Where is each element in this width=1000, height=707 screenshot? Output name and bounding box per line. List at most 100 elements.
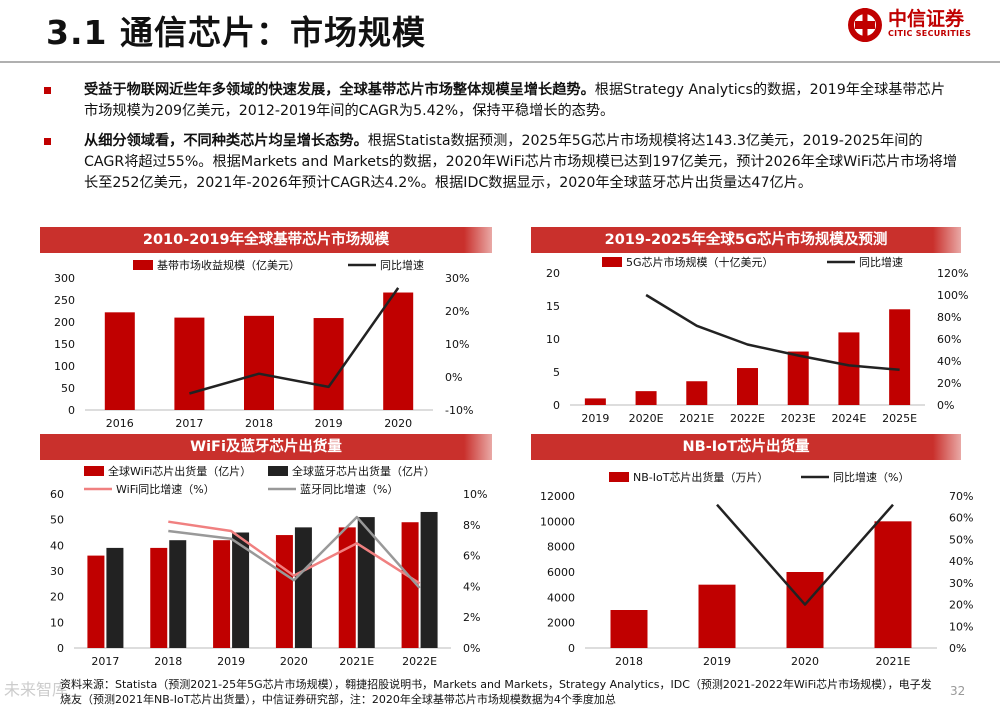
left-axis-tick-label: 10000 <box>540 515 575 528</box>
left-axis-tick-label: 12000 <box>540 490 575 503</box>
x-axis-category-label: 2019 <box>581 412 609 425</box>
series-line <box>168 515 421 589</box>
right-axis-tick-label: 0% <box>949 642 966 655</box>
bar <box>635 391 657 405</box>
left-axis-tick-label: 200 <box>54 316 75 329</box>
bullet-square-icon <box>44 87 51 94</box>
logo-cn-text: 中信证券 <box>888 8 965 30</box>
x-axis-category-label: 2016 <box>106 417 134 430</box>
series-line <box>716 503 894 606</box>
right-axis-tick-label: 60% <box>949 512 973 525</box>
right-axis-tick-label: 0% <box>445 371 462 384</box>
page-title: 3.1 通信芯片：市场规模 <box>46 13 426 52</box>
left-axis-tick-label: 20 <box>50 591 64 604</box>
series-line <box>645 293 900 372</box>
bar <box>338 527 356 648</box>
bar <box>357 517 375 648</box>
x-axis-category-label: 2020E <box>629 412 664 425</box>
right-axis-tick-label: -10% <box>445 404 473 417</box>
x-axis-category-label: 2020 <box>384 417 412 430</box>
right-axis-tick-label: 0% <box>463 642 480 655</box>
x-axis-category-label: 2025E <box>882 412 917 425</box>
bar <box>786 572 824 648</box>
right-axis-tick-label: 80% <box>937 311 961 324</box>
series-line <box>189 287 400 395</box>
left-axis-tick-label: 0 <box>57 642 64 655</box>
x-axis-category-label: 2022E <box>730 412 765 425</box>
bar <box>889 309 911 405</box>
right-axis-tick-label: 40% <box>949 555 973 568</box>
bullet-1-text: 根据Strategy Analytics的数据，2019年全球基带芯片市场规模为… <box>84 82 946 119</box>
right-axis-tick-label: 30% <box>949 577 973 590</box>
x-axis-category-label: 2018 <box>615 655 643 668</box>
header-divider <box>0 61 1000 63</box>
bar <box>106 547 124 648</box>
legend-swatch <box>602 257 622 267</box>
bullet-2-text: 根据Statista数据预测，2025年5G芯片市场规模将达143.3亿美元，2… <box>84 133 958 191</box>
right-axis-tick-label: 10% <box>949 620 973 633</box>
right-axis-tick-label: 0% <box>937 399 954 412</box>
left-axis-tick-label: 0 <box>568 642 575 655</box>
bar <box>686 381 708 405</box>
legend-swatch <box>268 466 288 476</box>
x-axis-category-label: 2019 <box>703 655 731 668</box>
right-axis-tick-label: 30% <box>445 272 469 285</box>
left-axis-tick-label: 20 <box>546 267 560 280</box>
x-axis-category-label: 2020 <box>280 655 308 668</box>
right-axis-tick-label: 120% <box>937 267 968 280</box>
logo-en-text: CITIC SECURITIES <box>888 29 972 38</box>
right-axis-tick-label: 10% <box>463 488 487 501</box>
bar <box>213 540 231 648</box>
right-axis-tick-label: 100% <box>937 289 968 302</box>
x-axis-category-label: 2023E <box>781 412 816 425</box>
page-header: 3.1 通信芯片：市场规模 中信证券 CITIC SECURITIES <box>0 0 1000 58</box>
left-axis-tick-label: 50 <box>61 382 75 395</box>
legend-label: NB-IoT芯片出货量（万片） <box>633 470 768 484</box>
bullet-2-bold: 从细分领域看，不同种类芯片均呈增长态势。 <box>84 133 368 149</box>
left-axis-tick-label: 60 <box>50 488 64 501</box>
bar <box>787 351 809 405</box>
legend-label: 5G芯片市场规模（十亿美元） <box>626 255 774 269</box>
bar <box>169 540 187 648</box>
bar <box>698 584 736 648</box>
x-axis-category-label: 2024E <box>831 412 866 425</box>
bar <box>104 312 135 410</box>
chart2-title: 2019-2025年全球5G芯片市场规模及预测 <box>531 227 961 253</box>
bar <box>874 521 912 648</box>
bar <box>313 318 344 410</box>
bar <box>584 398 606 405</box>
legend-swatch <box>609 472 629 482</box>
bar <box>737 368 758 405</box>
legend-swatch <box>133 260 153 270</box>
x-axis-category-label: 2022E <box>402 655 437 668</box>
legend-swatch <box>84 466 104 476</box>
left-axis-tick-label: 2000 <box>547 617 575 630</box>
bullet-square-icon <box>44 138 51 145</box>
x-axis-category-label: 2021E <box>876 655 911 668</box>
bullet-1-bold: 受益于物联网近些年多领域的快速发展，全球基带芯片市场整体规模呈增长趋势。 <box>84 82 595 98</box>
bar <box>401 522 419 648</box>
right-axis-tick-label: 60% <box>937 333 961 346</box>
bar <box>244 315 274 410</box>
bullet-item-1: 受益于物联网近些年多领域的快速发展，全球基带芯片市场整体规模呈增长趋势。根据St… <box>44 80 959 122</box>
bar <box>150 547 168 648</box>
bar <box>232 532 250 648</box>
x-axis-category-label: 2017 <box>175 417 203 430</box>
left-axis-tick-label: 10 <box>50 616 64 629</box>
left-axis-tick-label: 150 <box>54 338 75 351</box>
bar <box>838 332 860 405</box>
left-axis-tick-label: 10 <box>546 333 560 346</box>
right-axis-tick-label: 20% <box>949 599 973 612</box>
bar <box>275 535 293 648</box>
legend-label: 全球WiFi芯片出货量（亿片） <box>108 464 251 478</box>
right-axis-tick-label: 20% <box>937 377 961 390</box>
page-number: 32 <box>950 684 966 698</box>
left-axis-tick-label: 15 <box>546 300 560 313</box>
right-axis-tick-label: 50% <box>949 533 973 546</box>
left-axis-tick-label: 40 <box>50 539 64 552</box>
bullet-item-2: 从细分领域看，不同种类芯片均呈增长态势。根据Statista数据预测，2025年… <box>44 131 959 194</box>
